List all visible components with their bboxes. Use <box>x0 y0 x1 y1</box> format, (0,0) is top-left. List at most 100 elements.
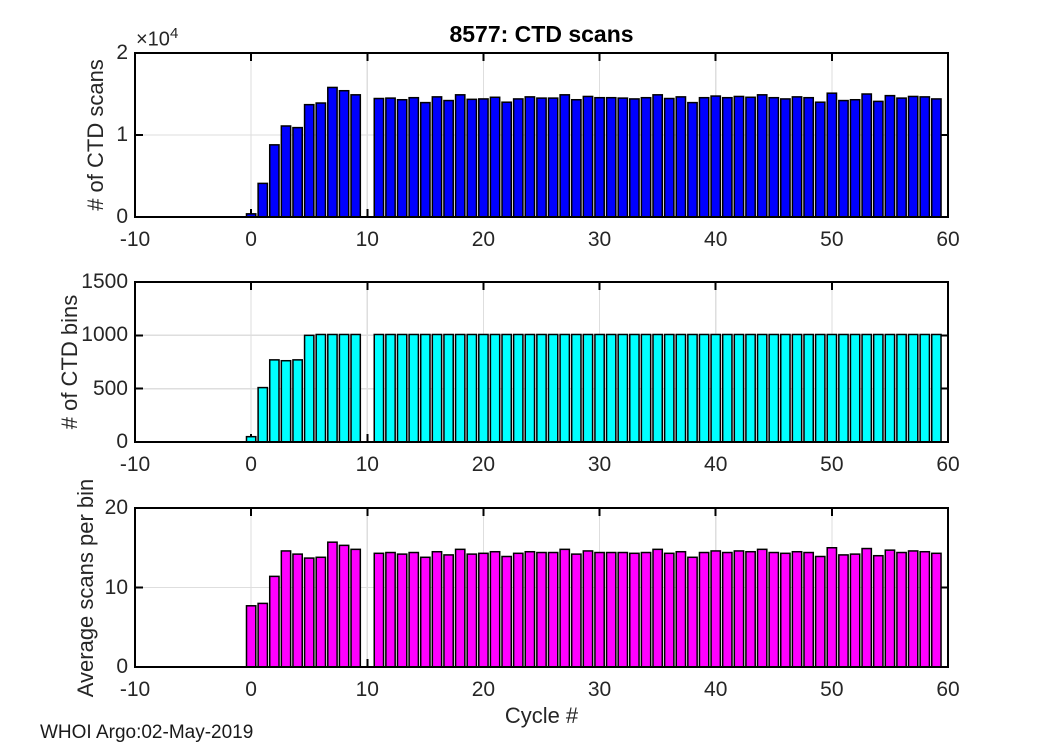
bar-ctd-scans-cycle-56 <box>896 97 907 218</box>
y-tick-label: 20 <box>104 496 128 519</box>
bar-ctd-scans-cycle-3 <box>280 125 292 218</box>
bar-avg-scans-per-bin-cycle-34 <box>640 551 652 668</box>
x-tick-label: 40 <box>704 453 728 476</box>
bar-ctd-bins-cycle-16 <box>431 333 443 443</box>
bar-ctd-bins-cycle-25 <box>536 333 547 443</box>
bar-avg-scans-per-bin-cycle-43 <box>745 550 756 668</box>
bar-avg-scans-per-bin-cycle-38 <box>687 556 698 668</box>
x-tick-label: 60 <box>936 453 960 476</box>
bar-ctd-bins-cycle-24 <box>524 333 536 443</box>
bar-ctd-bins-cycle-8 <box>338 333 350 443</box>
bar-ctd-bins-cycle-38 <box>687 333 698 443</box>
bar-avg-scans-per-bin-cycle-8 <box>338 544 350 668</box>
bar-avg-scans-per-bin-cycle-28 <box>570 553 582 668</box>
bar-ctd-bins-cycle-39 <box>698 333 710 443</box>
bar-avg-scans-per-bin-cycle-1 <box>257 602 269 668</box>
bar-avg-scans-per-bin-cycle-52 <box>849 553 861 668</box>
bar-ctd-scans-cycle-49 <box>814 101 826 218</box>
bar-ctd-scans-cycle-12 <box>385 97 396 218</box>
bar-avg-scans-per-bin-cycle-31 <box>605 551 617 668</box>
bar-ctd-bins-cycle-47 <box>791 333 803 443</box>
bar-avg-scans-per-bin-cycle-55 <box>884 549 896 668</box>
bar-avg-scans-per-bin-cycle-21 <box>489 550 501 668</box>
bar-avg-scans-per-bin-cycle-24 <box>524 550 536 668</box>
bar-avg-scans-per-bin-cycle-0 <box>245 605 257 668</box>
bar-avg-scans-per-bin-cycle-53 <box>861 547 873 668</box>
bar-avg-scans-per-bin-cycle-27 <box>559 548 571 668</box>
bar-ctd-bins-cycle-5 <box>303 334 315 443</box>
bar-ctd-bins-cycle-54 <box>872 333 884 443</box>
bar-ctd-bins-cycle-2 <box>268 359 280 443</box>
bar-ctd-bins-cycle-23 <box>512 333 524 443</box>
bar-ctd-scans-cycle-40 <box>710 95 722 218</box>
y-axis-label-ctd-scans: # of CTD scans <box>83 59 108 211</box>
y-axis-label-ctd-bins: # of CTD bins <box>57 294 82 430</box>
bar-ctd-bins-cycle-3 <box>280 359 292 443</box>
bar-ctd-scans-cycle-4 <box>292 126 304 218</box>
bar-ctd-bins-cycle-7 <box>327 333 338 443</box>
bar-ctd-scans-cycle-2 <box>268 144 280 218</box>
bar-avg-scans-per-bin-cycle-57 <box>907 550 919 668</box>
bar-ctd-scans-cycle-27 <box>559 94 571 218</box>
bar-ctd-bins-cycle-41 <box>721 333 733 443</box>
bar-ctd-scans-cycle-59 <box>930 98 942 218</box>
bar-ctd-scans-cycle-8 <box>338 89 350 218</box>
bar-ctd-bins-cycle-18 <box>454 333 466 443</box>
bar-ctd-scans-cycle-36 <box>663 97 675 218</box>
exponent-power: 4 <box>169 25 179 42</box>
bar-ctd-bins-cycle-20 <box>478 333 489 443</box>
bar-ctd-scans-cycle-14 <box>408 96 420 218</box>
bar-ctd-bins-cycle-12 <box>385 333 396 443</box>
x-tick-label: 50 <box>820 678 844 701</box>
bar-ctd-bins-cycle-44 <box>756 333 768 443</box>
bar-ctd-scans-cycle-19 <box>466 98 478 218</box>
bar-avg-scans-per-bin-cycle-50 <box>826 547 838 668</box>
bar-ctd-bins-cycle-50 <box>826 333 838 443</box>
bar-avg-scans-per-bin-cycle-29 <box>582 550 594 668</box>
bar-ctd-bins-cycle-58 <box>919 333 931 443</box>
bar-avg-scans-per-bin-cycle-14 <box>408 551 420 668</box>
bar-ctd-scans-cycle-21 <box>489 96 501 218</box>
x-tick-label: 10 <box>355 453 379 476</box>
bar-ctd-scans-cycle-29 <box>582 95 594 218</box>
bar-ctd-bins-cycle-29 <box>582 333 594 443</box>
y-tick-label: 1 <box>116 123 128 146</box>
bar-avg-scans-per-bin-cycle-22 <box>501 555 513 668</box>
x-tick-label: 10 <box>355 228 379 251</box>
bar-ctd-scans-cycle-30 <box>594 96 605 218</box>
bar-ctd-bins-cycle-52 <box>849 333 861 443</box>
bar-avg-scans-per-bin-cycle-17 <box>443 554 454 668</box>
bar-ctd-bins-cycle-40 <box>710 333 722 443</box>
bar-ctd-scans-cycle-48 <box>803 96 815 218</box>
y-tick-label: 1000 <box>81 323 128 347</box>
bar-ctd-scans-cycle-58 <box>919 96 931 218</box>
bar-ctd-bins-cycle-9 <box>350 333 362 443</box>
bar-avg-scans-per-bin-cycle-59 <box>930 552 942 668</box>
bar-ctd-scans-cycle-32 <box>617 97 629 218</box>
bar-ctd-bins-cycle-45 <box>768 333 780 443</box>
bar-avg-scans-per-bin-cycle-18 <box>454 548 466 668</box>
bar-ctd-bins-cycle-31 <box>605 333 617 443</box>
x-tick-label: 30 <box>587 678 612 701</box>
bar-avg-scans-per-bin-cycle-45 <box>768 551 780 668</box>
bar-avg-scans-per-bin-cycle-12 <box>385 551 396 668</box>
bar-ctd-scans-cycle-17 <box>443 99 454 218</box>
bar-avg-scans-per-bin-cycle-44 <box>756 548 768 668</box>
bar-ctd-scans-cycle-11 <box>373 97 385 218</box>
bar-ctd-scans-cycle-33 <box>629 98 640 218</box>
bar-avg-scans-per-bin-cycle-58 <box>919 550 931 668</box>
bar-avg-scans-per-bin-cycle-40 <box>710 550 722 668</box>
bar-ctd-bins-cycle-56 <box>896 333 907 443</box>
bar-ctd-scans-cycle-20 <box>478 98 489 218</box>
bar-ctd-bins-cycle-6 <box>315 333 327 443</box>
bar-avg-scans-per-bin-cycle-15 <box>419 556 431 668</box>
y-tick-label: 1500 <box>81 270 128 293</box>
x-tick-label: 20 <box>471 678 496 701</box>
x-tick-label: 10 <box>355 678 379 701</box>
bar-ctd-bins-cycle-30 <box>594 333 605 443</box>
bar-ctd-bins-cycle-11 <box>373 333 385 443</box>
bar-avg-scans-per-bin-cycle-7 <box>327 541 338 668</box>
y-axis-label-avg-scans: Average scans per bin <box>73 478 98 698</box>
bar-ctd-bins-cycle-32 <box>617 333 629 443</box>
bar-ctd-scans-cycle-53 <box>861 93 873 218</box>
